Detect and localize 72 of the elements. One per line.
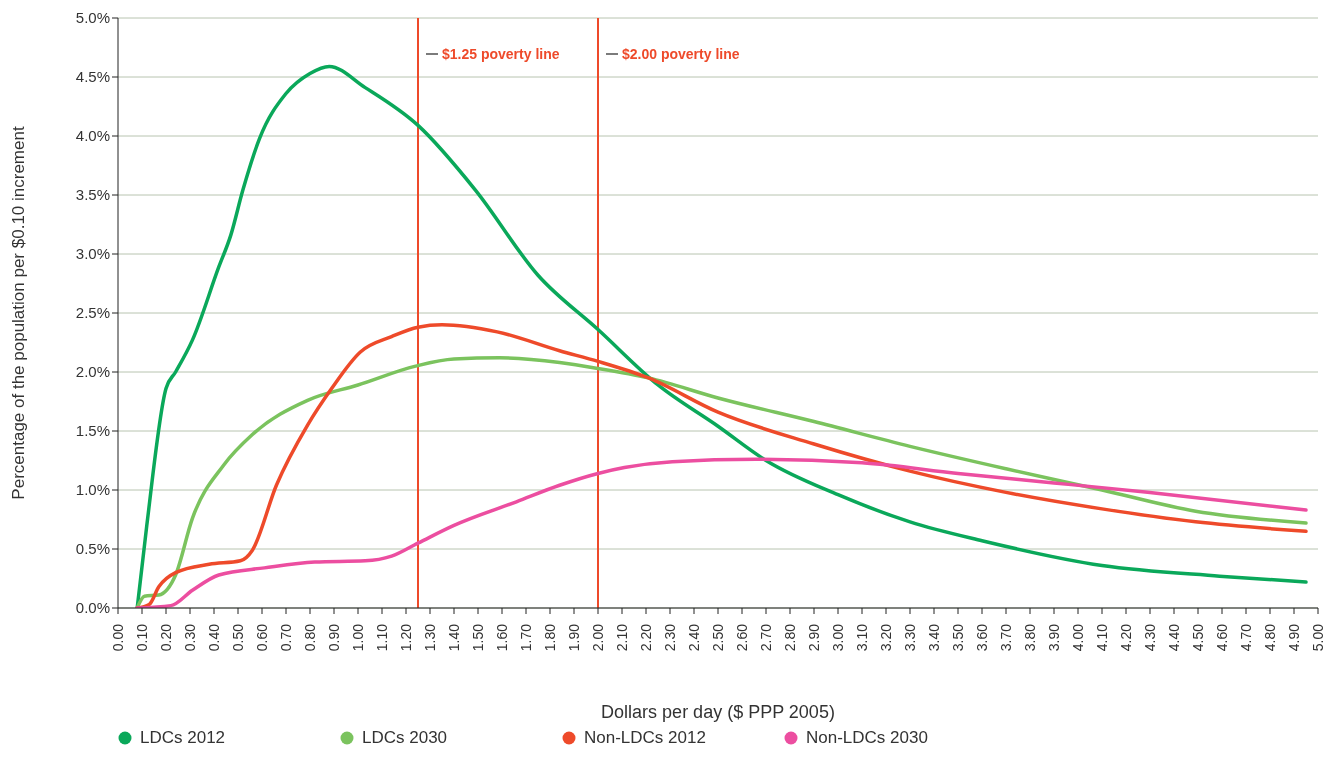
y-tick-label: 1.0% — [75, 481, 110, 499]
x-tick-label: 0.60 — [254, 623, 270, 652]
legend-label: LDCs 2030 — [362, 728, 448, 748]
ref-line-label: $1.25 poverty line — [442, 46, 560, 62]
line-series — [135, 457, 1308, 608]
x-tick-label: 5.00 — [1310, 623, 1326, 652]
legend-label: Non-LDCs 2012 — [584, 728, 706, 748]
x-tick-label: 0.70 — [278, 623, 294, 652]
x-tick-label: 1.80 — [542, 623, 558, 652]
x-tick-label: 2.50 — [710, 623, 726, 652]
x-tick-label: 4.20 — [1118, 623, 1134, 652]
x-tick-label: 4.50 — [1190, 623, 1206, 652]
x-tick-label: 0.50 — [230, 623, 246, 652]
y-tick-label: 3.0% — [75, 245, 110, 263]
x-tick-label: 0.10 — [134, 623, 150, 652]
x-tick-label: 4.80 — [1262, 623, 1278, 652]
y-tick-label: 4.5% — [75, 68, 110, 86]
x-tick-label: 3.00 — [830, 623, 846, 652]
x-tick-label: 0.80 — [302, 623, 318, 652]
x-tick-label: 2.70 — [758, 623, 774, 652]
x-tick-label: 4.00 — [1070, 623, 1086, 652]
x-tick-label: 2.00 — [590, 623, 606, 652]
x-tick-label: 2.10 — [614, 623, 630, 652]
x-tick-label: 4.10 — [1094, 623, 1110, 652]
x-tick-label: 4.40 — [1166, 623, 1182, 652]
x-tick-label: 1.00 — [350, 623, 366, 652]
ref-line-label: $2.00 poverty line — [622, 46, 740, 62]
x-tick-label: 3.30 — [902, 623, 918, 652]
line-series — [135, 64, 1308, 608]
x-tick-label: 4.30 — [1142, 623, 1158, 652]
x-tick-label: 4.60 — [1214, 623, 1230, 652]
x-tick-label: 3.20 — [878, 623, 894, 652]
x-tick-label: 1.60 — [494, 623, 510, 652]
x-tick-label: 0.30 — [182, 623, 198, 652]
x-tick-label: 1.10 — [374, 623, 390, 652]
x-tick-label: 0.40 — [206, 623, 222, 652]
x-tick-label: 1.70 — [518, 623, 534, 652]
y-tick-label: 2.5% — [75, 304, 110, 322]
legend-label: LDCs 2012 — [140, 728, 226, 748]
x-tick-label: 3.90 — [1046, 623, 1062, 652]
x-tick-label: 2.40 — [686, 623, 702, 652]
x-tick-label: 2.60 — [734, 623, 750, 652]
legend-label: Non-LDCs 2030 — [806, 728, 928, 748]
x-tick-label: 2.80 — [782, 623, 798, 652]
x-tick-label: 4.70 — [1238, 623, 1254, 652]
x-tick-label: 3.50 — [950, 623, 966, 652]
y-tick-label: 0.0% — [75, 599, 110, 617]
y-tick-label: 2.0% — [75, 363, 110, 381]
x-tick-label: 1.40 — [446, 623, 462, 652]
y-axis-title: Percentage of the population per $0.10 increment — [9, 126, 29, 500]
y-tick-label: 4.0% — [75, 127, 110, 145]
x-tick-label: 3.10 — [854, 623, 870, 652]
x-tick-label: 3.80 — [1022, 623, 1038, 652]
x-tick-label: 3.70 — [998, 623, 1014, 652]
x-tick-label: 1.30 — [422, 623, 438, 652]
y-tick-label: 3.5% — [75, 186, 110, 204]
x-tick-label: 3.40 — [926, 623, 942, 652]
x-tick-label: 2.30 — [662, 623, 678, 652]
x-tick-label: 3.60 — [974, 623, 990, 652]
x-tick-label: 1.20 — [398, 623, 414, 652]
y-tick-label: 5.0% — [75, 9, 110, 27]
x-tick-label: 1.50 — [470, 623, 486, 652]
y-tick-label: 1.5% — [75, 422, 110, 440]
x-tick-label: 0.90 — [326, 623, 342, 652]
x-tick-label: 4.90 — [1286, 623, 1302, 652]
x-tick-label: 0.00 — [110, 623, 126, 652]
x-axis-title: Dollars per day ($ PPP 2005) — [601, 702, 835, 722]
x-tick-label: 1.90 — [566, 623, 582, 652]
x-tick-label: 2.20 — [638, 623, 654, 652]
y-tick-label: 0.5% — [75, 540, 110, 558]
x-tick-label: 2.90 — [806, 623, 822, 652]
x-tick-label: 0.20 — [158, 623, 174, 652]
